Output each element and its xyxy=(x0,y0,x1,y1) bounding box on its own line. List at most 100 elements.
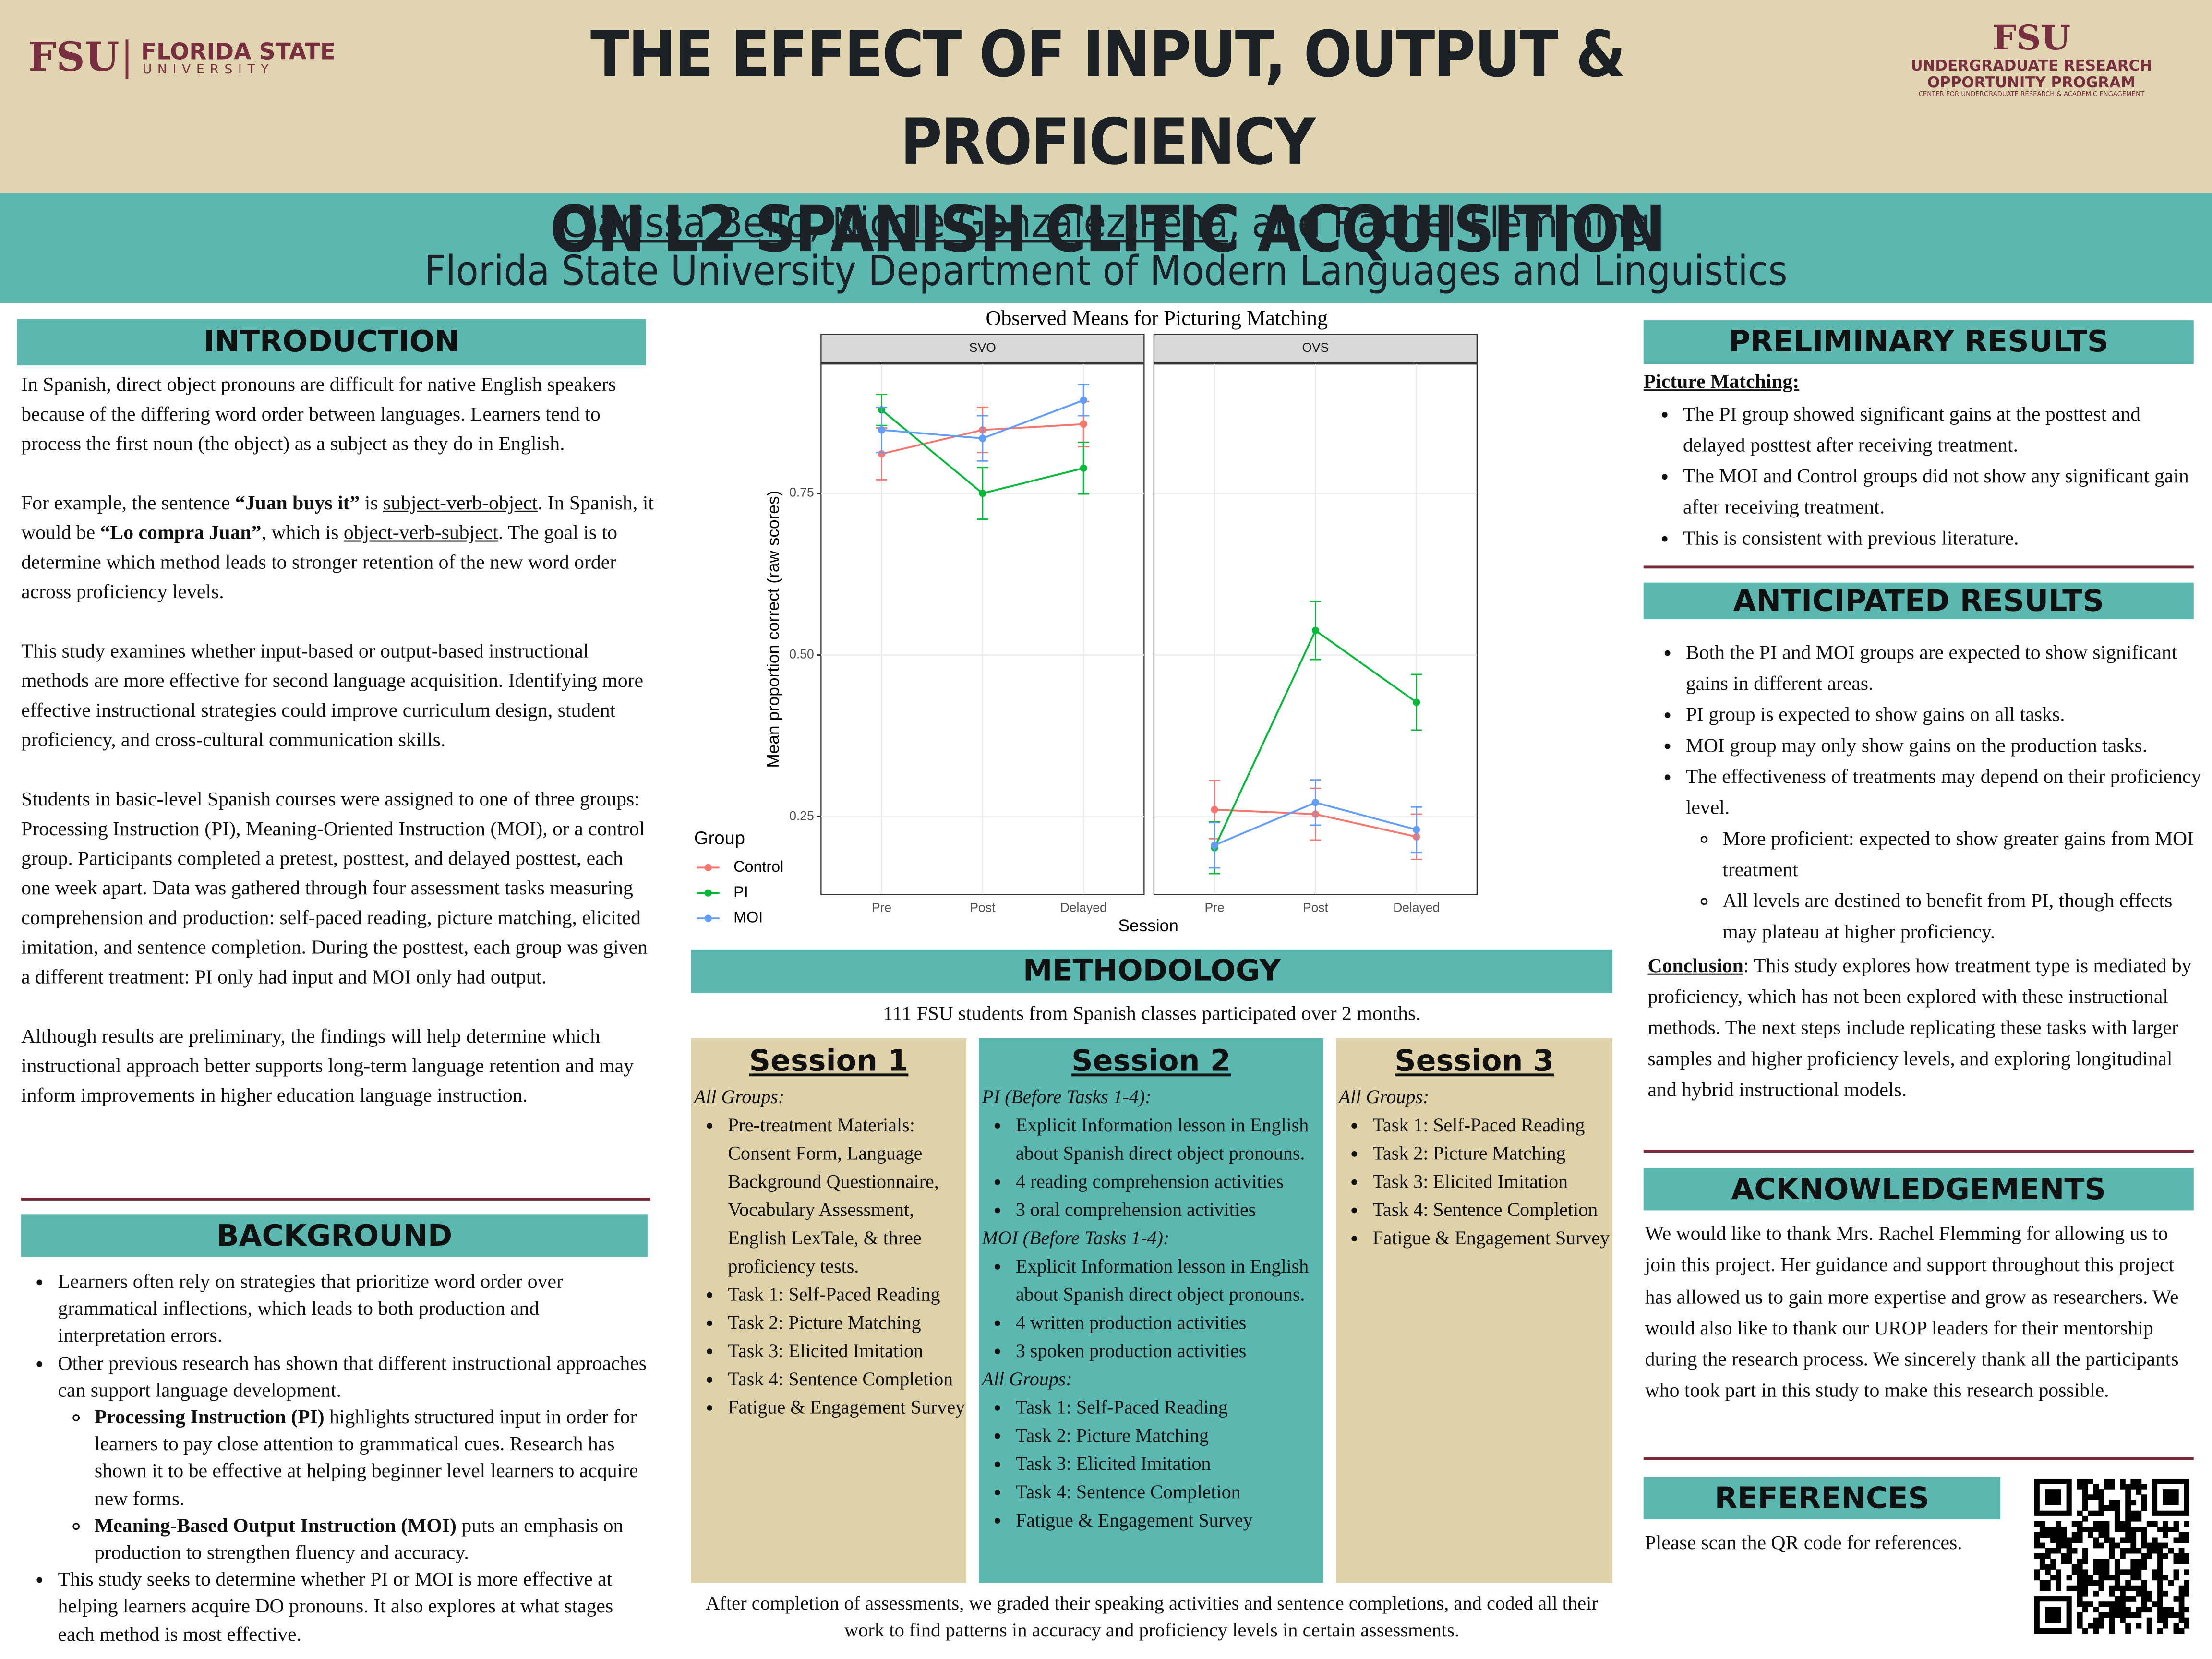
qr-module xyxy=(2098,1564,2104,1570)
qr-module xyxy=(2077,1532,2083,1538)
qr-module xyxy=(2082,1505,2088,1511)
qr-module xyxy=(2082,1569,2088,1575)
legend-swatch xyxy=(704,864,712,871)
preliminary-list: The PI group showed significant gains at… xyxy=(1647,399,2204,554)
qr-module xyxy=(2034,1521,2040,1527)
text-run: , and Rachel Flemming xyxy=(1228,199,1651,247)
qr-module xyxy=(2098,1532,2104,1538)
text-run: Other previous research has shown that d… xyxy=(58,1352,647,1402)
qr-module xyxy=(2082,1483,2088,1490)
point xyxy=(1211,806,1218,814)
list-item: Both the PI and MOI groups are expected … xyxy=(1686,637,2206,699)
qr-module xyxy=(2120,1617,2126,1623)
qr-module xyxy=(2045,1564,2051,1570)
x-tick-label: Pre xyxy=(872,901,891,915)
qr-module xyxy=(2093,1590,2099,1597)
qr-module xyxy=(2157,1564,2163,1570)
section-heading: PRELIMINARY RESULTS xyxy=(1643,320,2194,364)
paragraph: For example, the sentence “Juan buys it”… xyxy=(21,490,656,608)
qr-module xyxy=(2077,1623,2083,1629)
qr-module xyxy=(2056,1527,2062,1532)
qr-module xyxy=(2173,1623,2179,1629)
qr-module xyxy=(2098,1489,2104,1495)
qr-module xyxy=(2157,1575,2163,1581)
list-item: Explicit Information lesson in English a… xyxy=(1016,1112,1323,1168)
session-title: Session 1 xyxy=(749,1044,909,1078)
qr-module xyxy=(2130,1537,2137,1543)
section-heading: REFERENCES xyxy=(1643,1477,2001,1520)
qr-module xyxy=(2168,1548,2174,1554)
qr-module xyxy=(2184,1580,2189,1586)
qr-module xyxy=(2178,1617,2185,1623)
qr-module xyxy=(2146,1553,2152,1559)
qr-module xyxy=(2071,1537,2078,1543)
chart: Observed Means for Picturing Matching Mea… xyxy=(694,306,1478,935)
list-item: Meaning-Based Output Instruction (MOI) p… xyxy=(95,1514,649,1568)
text-run: This is consistent with previous literat… xyxy=(1683,528,2019,551)
text-run: Both the PI and MOI groups are expected … xyxy=(1685,642,2177,696)
list-item: 4 reading comprehension activities xyxy=(1016,1168,1323,1196)
qr-module xyxy=(2093,1542,2099,1549)
qr-module xyxy=(2093,1494,2099,1501)
list-item: Fatigue & Engagement Survey xyxy=(1016,1507,1323,1535)
qr-module xyxy=(2114,1515,2120,1522)
qr-module xyxy=(2045,1607,2061,1623)
legend-swatch xyxy=(704,914,712,922)
qr-module xyxy=(2130,1559,2137,1564)
qr-module xyxy=(2088,1494,2093,1501)
acknowledgements-text: We would like to thank Mrs. Rachel Flemm… xyxy=(1645,1223,2179,1403)
qr-module xyxy=(2136,1510,2142,1516)
qr-module xyxy=(2130,1515,2137,1522)
qr-module xyxy=(2077,1575,2083,1581)
qr-module xyxy=(2136,1607,2142,1613)
qr-module xyxy=(2104,1537,2110,1543)
qr-module xyxy=(2082,1585,2088,1591)
qr-module xyxy=(2136,1623,2142,1629)
qr-module xyxy=(2114,1575,2120,1581)
divider xyxy=(1643,565,2194,569)
qr-module xyxy=(2152,1521,2158,1527)
qr-module xyxy=(2077,1617,2083,1623)
qr-module xyxy=(2184,1532,2189,1538)
text-run: The effectiveness of treatments may depe… xyxy=(1685,766,2201,820)
qr-module xyxy=(2045,1548,2051,1554)
qr-module xyxy=(2082,1607,2088,1613)
bullet-list: The PI group showed significant gains at… xyxy=(1647,399,2204,554)
section-heading: ANTICIPATED RESULTS xyxy=(1643,582,2194,620)
subheading: Picture Matching: xyxy=(1643,371,1800,394)
qr-module xyxy=(2125,1521,2131,1527)
qr-module xyxy=(2098,1585,2104,1591)
legend-label: PI xyxy=(733,883,748,901)
qr-module xyxy=(2130,1532,2137,1538)
qr-module xyxy=(2120,1590,2126,1597)
qr-module xyxy=(2146,1628,2152,1634)
qr-module xyxy=(2173,1553,2179,1559)
qr-module xyxy=(2104,1564,2110,1570)
point xyxy=(979,434,986,442)
qr-module xyxy=(2104,1575,2110,1581)
text-run: Meaning-Based Output Instruction (MOI) xyxy=(94,1515,457,1538)
qr-module xyxy=(2034,1575,2040,1581)
qr-module xyxy=(2077,1510,2083,1516)
qr-module xyxy=(2120,1521,2126,1527)
text-run: This study seeks to determine whether PI… xyxy=(58,1569,613,1646)
point xyxy=(1080,420,1087,428)
qr-module xyxy=(2178,1548,2185,1554)
bullet-list: Processing Instruction (PI) highlights s… xyxy=(58,1405,649,1568)
qr-module xyxy=(2082,1601,2088,1607)
divider xyxy=(1643,1150,2194,1153)
qr-module xyxy=(2141,1537,2147,1543)
qr-module xyxy=(2141,1607,2147,1613)
qr-module xyxy=(2178,1585,2185,1591)
text-run: Nicole Gonzalez-Pena xyxy=(831,199,1228,247)
qr-module xyxy=(2114,1559,2120,1564)
qr-module xyxy=(2136,1478,2142,1484)
qr-module xyxy=(2136,1585,2142,1591)
qr-module xyxy=(2093,1527,2099,1532)
qr-module xyxy=(2104,1483,2110,1490)
qr-module xyxy=(2056,1569,2062,1575)
qr-module xyxy=(2088,1601,2093,1607)
qr-module xyxy=(2141,1532,2147,1538)
qr-module xyxy=(2178,1612,2185,1618)
title: THE EFFECT OF INPUT, OUTPUT & PROFICIENC… xyxy=(390,12,1825,274)
